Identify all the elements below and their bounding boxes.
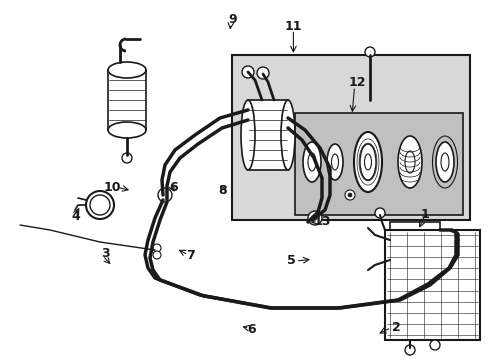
Circle shape — [307, 211, 321, 225]
Text: 4: 4 — [71, 210, 80, 222]
Text: 6: 6 — [247, 323, 256, 336]
Ellipse shape — [364, 154, 371, 170]
Ellipse shape — [241, 100, 254, 170]
Circle shape — [425, 288, 429, 292]
Text: 3: 3 — [101, 247, 109, 260]
Ellipse shape — [440, 153, 448, 171]
Circle shape — [406, 250, 422, 266]
Circle shape — [429, 340, 439, 350]
Circle shape — [153, 244, 161, 252]
Text: 6: 6 — [169, 181, 178, 194]
Circle shape — [404, 345, 414, 355]
Bar — [231, 55, 469, 220]
Ellipse shape — [108, 122, 146, 138]
Ellipse shape — [404, 151, 414, 173]
Text: 1: 1 — [420, 208, 429, 221]
Circle shape — [406, 230, 422, 246]
Ellipse shape — [108, 62, 146, 78]
Circle shape — [347, 193, 351, 197]
Text: 7: 7 — [186, 249, 195, 262]
Bar — [294, 113, 462, 215]
Ellipse shape — [359, 144, 375, 180]
Bar — [247, 100, 287, 170]
Text: 8: 8 — [218, 184, 226, 197]
Circle shape — [153, 251, 161, 259]
Circle shape — [374, 208, 384, 218]
Ellipse shape — [331, 154, 338, 170]
Circle shape — [345, 190, 354, 200]
Ellipse shape — [307, 153, 315, 171]
Text: 11: 11 — [284, 21, 302, 33]
Circle shape — [257, 67, 268, 79]
Text: 10: 10 — [103, 181, 121, 194]
Ellipse shape — [397, 136, 421, 188]
Ellipse shape — [326, 144, 342, 180]
Ellipse shape — [86, 191, 114, 219]
Circle shape — [364, 47, 374, 57]
Ellipse shape — [281, 100, 294, 170]
Ellipse shape — [353, 132, 381, 192]
Ellipse shape — [90, 195, 110, 215]
Bar — [384, 230, 479, 340]
Ellipse shape — [435, 142, 453, 182]
Circle shape — [422, 285, 432, 295]
Text: 12: 12 — [347, 76, 365, 89]
Text: 2: 2 — [391, 321, 400, 334]
Text: 9: 9 — [227, 13, 236, 26]
Bar — [389, 222, 439, 270]
Text: 5: 5 — [286, 255, 295, 267]
Text: 13: 13 — [313, 215, 331, 228]
Ellipse shape — [303, 142, 320, 182]
Circle shape — [242, 66, 253, 78]
Circle shape — [122, 153, 132, 163]
Circle shape — [158, 188, 172, 202]
